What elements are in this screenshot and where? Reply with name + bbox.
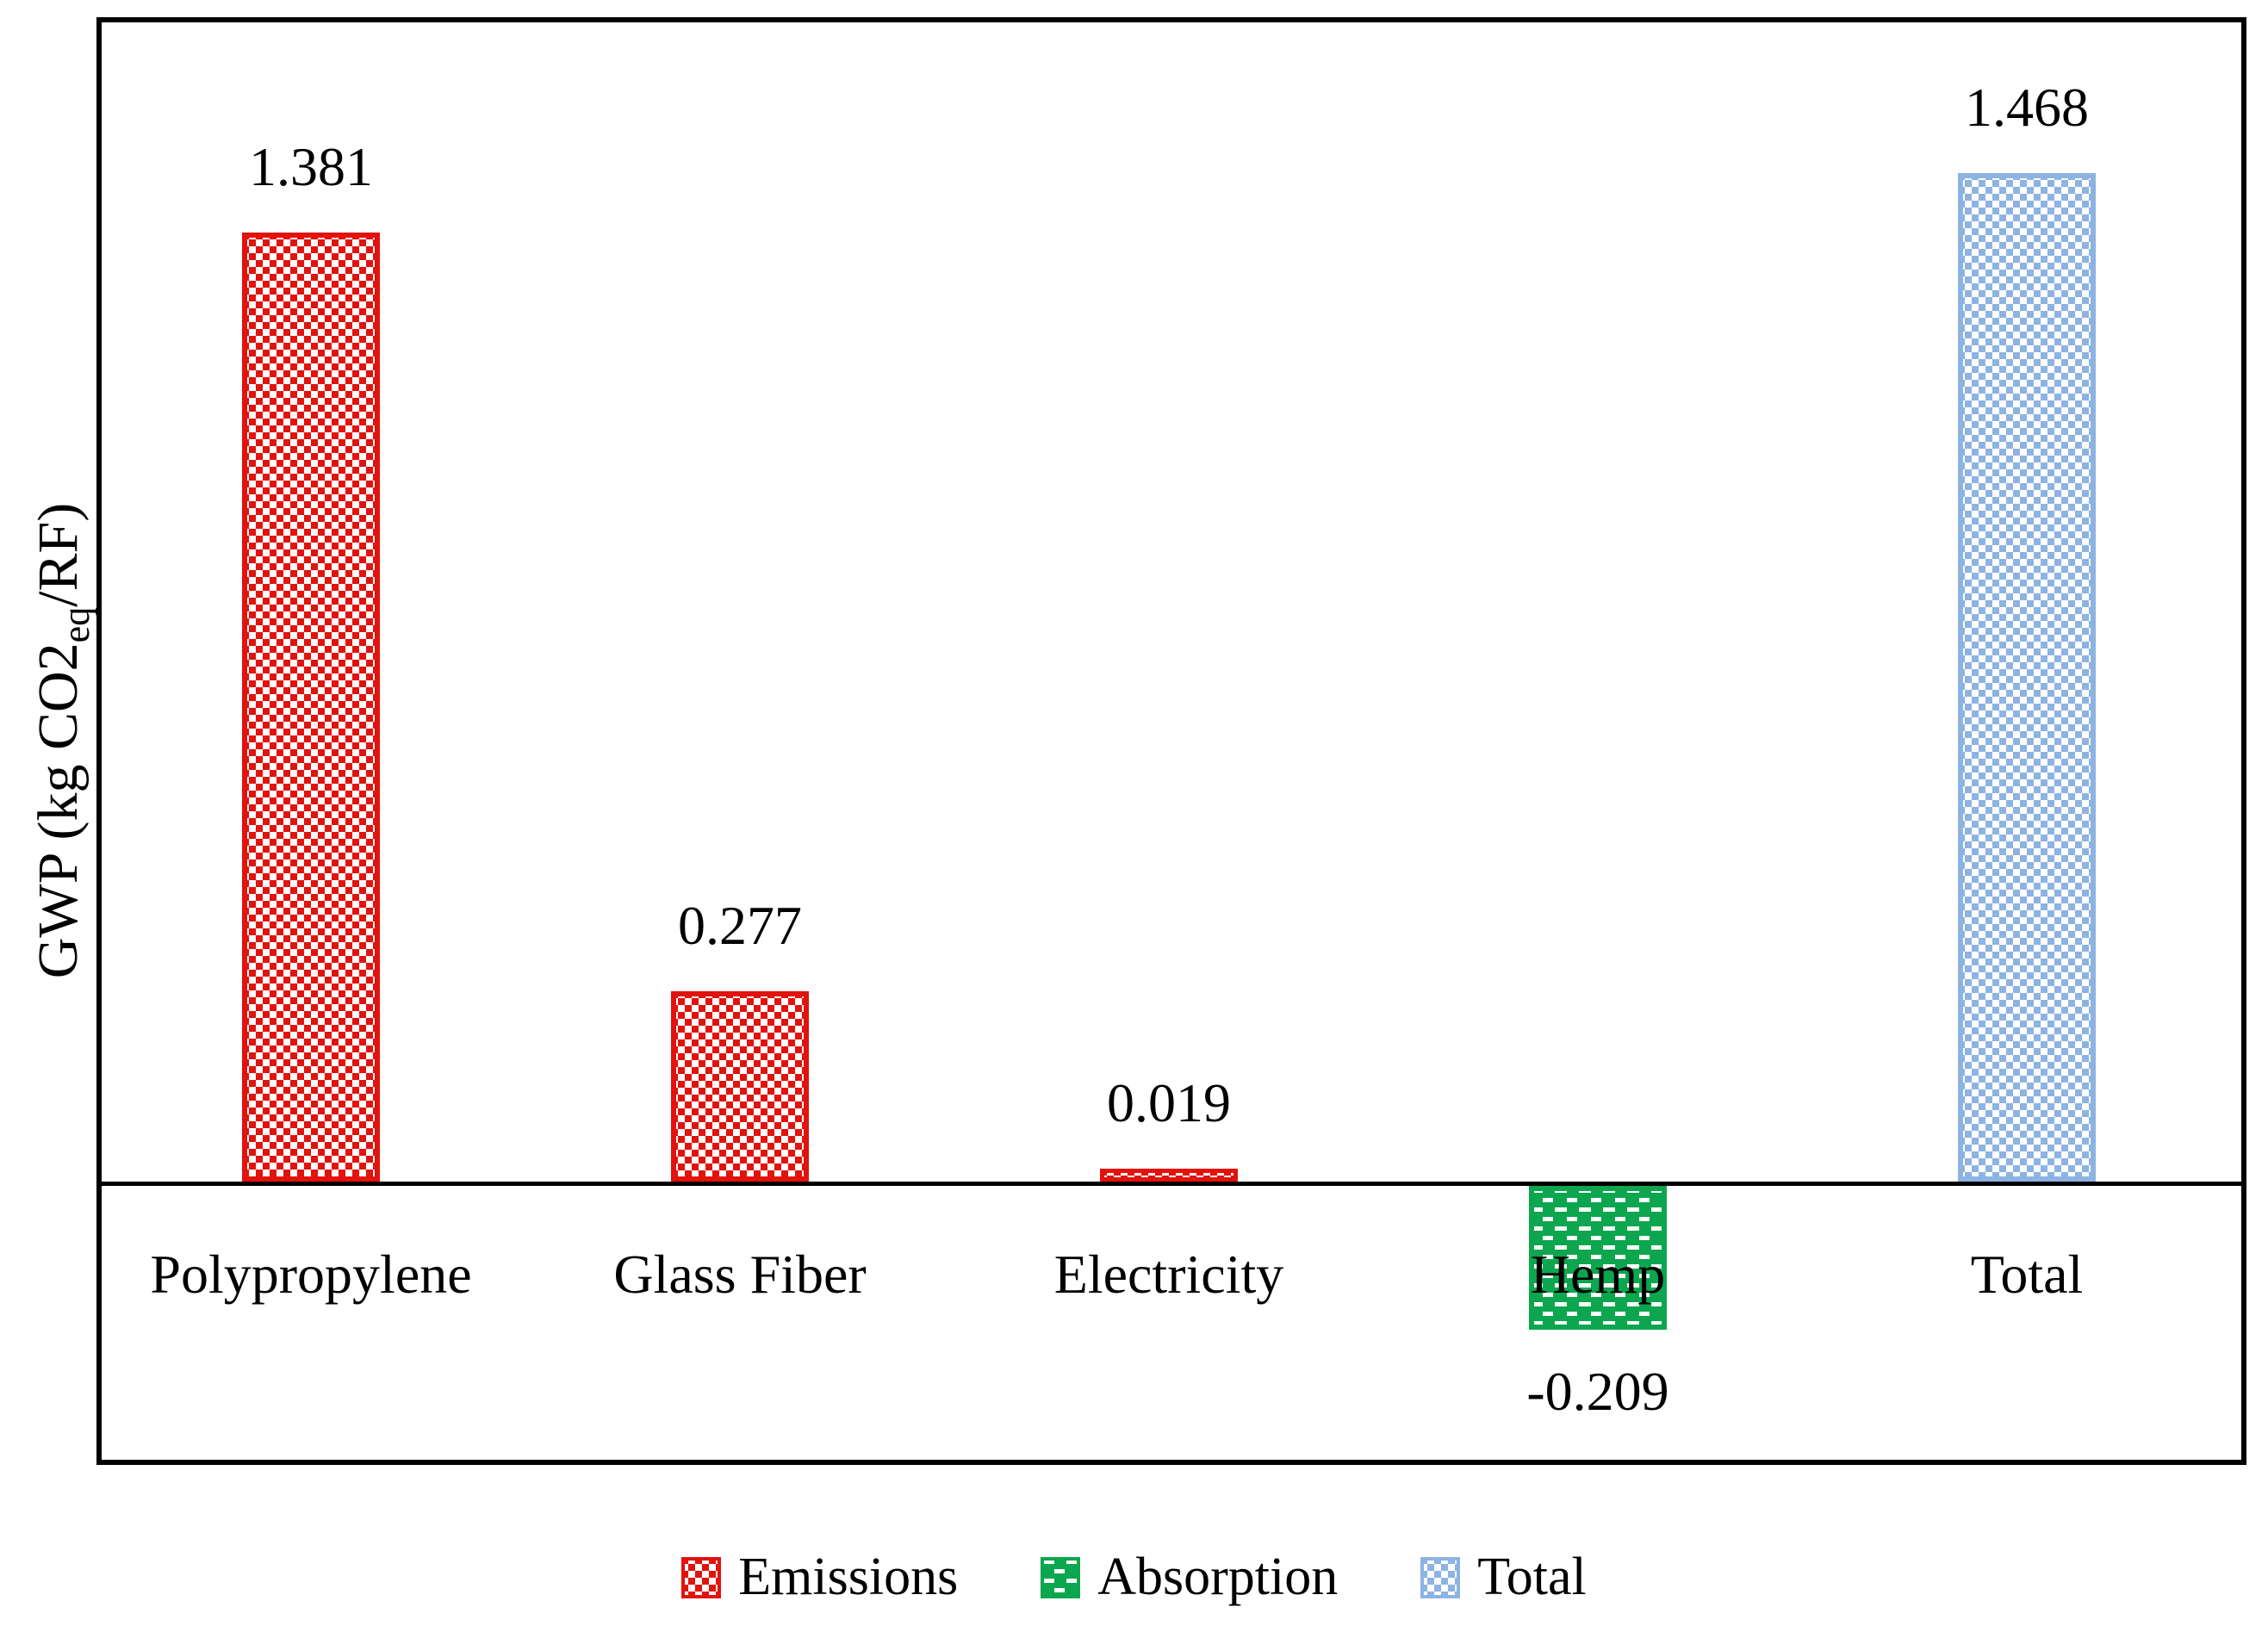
- legend-swatch-total-icon: [1420, 1556, 1461, 1598]
- y-axis-label-pre: GWP (kg CO2: [27, 642, 90, 979]
- value-label-total: 1.468: [1965, 77, 2089, 138]
- legend-swatch-emissions-icon: [681, 1556, 722, 1598]
- legend-label-emissions: Emissions: [738, 1548, 959, 1606]
- legend-item-emissions: Emissions: [681, 1547, 958, 1608]
- value-label-hemp: -0.209: [1526, 1361, 1669, 1422]
- category-label-electricity: Electricity: [1053, 1244, 1284, 1305]
- bar-total: [1958, 173, 2096, 1186]
- legend-label-total: Total: [1477, 1548, 1587, 1606]
- bar-hemp: [1529, 1186, 1667, 1334]
- y-axis-label: GWP (kg CO2eq/RF): [26, 465, 97, 1016]
- value-label-glass-fiber: 0.277: [678, 895, 802, 956]
- category-label-hemp: Hemp: [1530, 1244, 1666, 1305]
- legend-label-absorption: Absorption: [1097, 1548, 1339, 1606]
- value-label-electricity: 0.019: [1107, 1072, 1231, 1133]
- y-axis-label-sub: eq: [55, 606, 98, 643]
- value-label-polypropylene: 1.381: [249, 136, 373, 197]
- category-label-glass-fiber: Glass Fiber: [613, 1244, 867, 1305]
- bar-glass-fiber: [671, 991, 809, 1186]
- legend-item-absorption: Absorption: [1041, 1547, 1338, 1608]
- legend-swatch-absorption-icon: [1041, 1556, 1081, 1598]
- bar-polypropylene: [242, 233, 380, 1186]
- category-label-total: Total: [1970, 1244, 2084, 1305]
- zero-axis-line: [96, 1182, 2246, 1186]
- plot-area: [96, 17, 2246, 1465]
- bar-electricity: [1100, 1169, 1238, 1186]
- y-axis-label-post: /RF): [27, 502, 90, 607]
- legend: Emissions Absorption Total: [0, 1547, 2268, 1608]
- legend-item-total: Total: [1420, 1547, 1587, 1608]
- category-label-polypropylene: Polypropylene: [150, 1244, 472, 1305]
